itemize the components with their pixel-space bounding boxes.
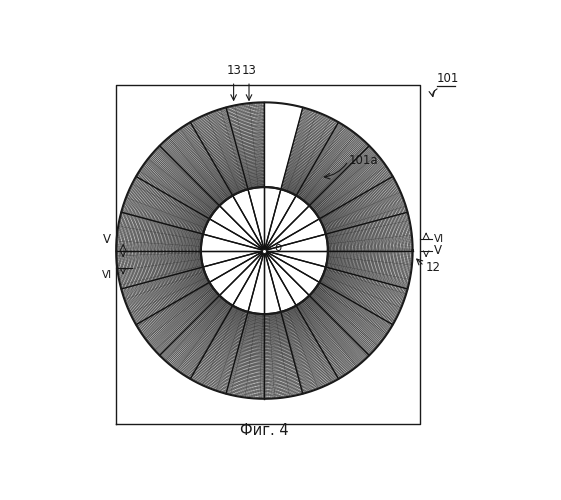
Text: V: V xyxy=(103,233,111,246)
Text: VI: VI xyxy=(102,270,112,280)
Text: 101: 101 xyxy=(436,72,459,85)
Text: 12: 12 xyxy=(425,262,440,274)
Text: V: V xyxy=(434,244,442,257)
Text: VI: VI xyxy=(434,234,444,244)
Polygon shape xyxy=(201,187,328,314)
Text: o: o xyxy=(274,241,281,254)
Text: 13: 13 xyxy=(242,64,256,78)
Text: 13: 13 xyxy=(226,64,241,78)
Text: Фиг. 4: Фиг. 4 xyxy=(240,423,289,438)
Text: 101a: 101a xyxy=(349,154,379,166)
